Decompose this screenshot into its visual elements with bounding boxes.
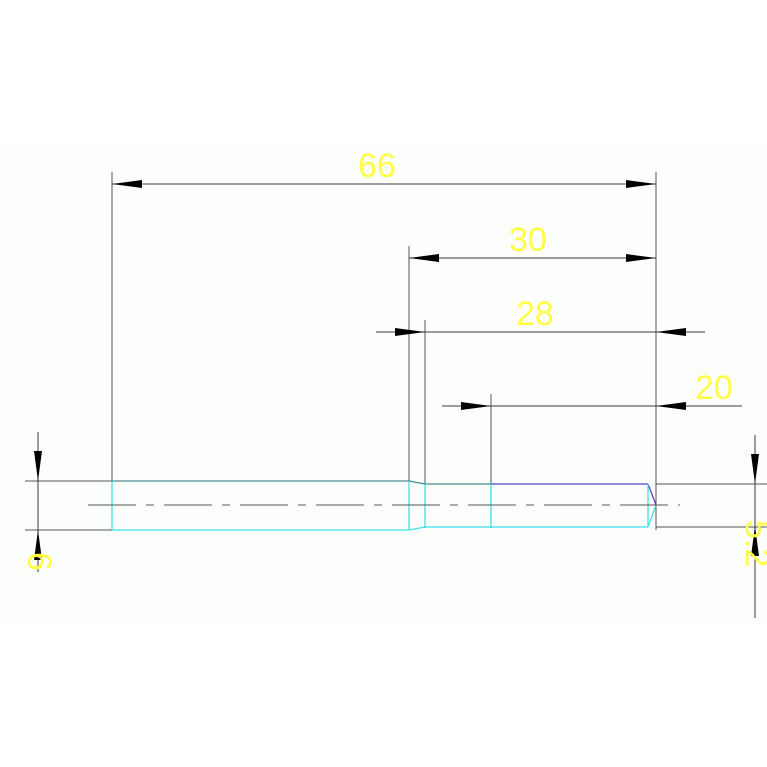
extension-lines bbox=[25, 172, 767, 531]
dimension-label-20: 20 bbox=[695, 369, 733, 407]
dimension-6: 6 bbox=[20, 432, 58, 572]
dimension-20: 20 bbox=[442, 369, 742, 410]
drawing-area bbox=[0, 145, 767, 620]
dimension-66: 66 bbox=[112, 147, 656, 188]
dimension-label-66: 66 bbox=[358, 147, 396, 185]
dimension-label-30: 30 bbox=[509, 221, 547, 259]
dimension-28: 28 bbox=[376, 295, 705, 336]
dimension-30: 30 bbox=[409, 221, 656, 262]
dimension-label-6: 6 bbox=[20, 552, 58, 571]
dimension-5-2: 5.2 bbox=[738, 435, 767, 618]
dimension-label-28: 28 bbox=[516, 295, 554, 333]
dimension-label-5-2: 5.2 bbox=[738, 520, 767, 567]
